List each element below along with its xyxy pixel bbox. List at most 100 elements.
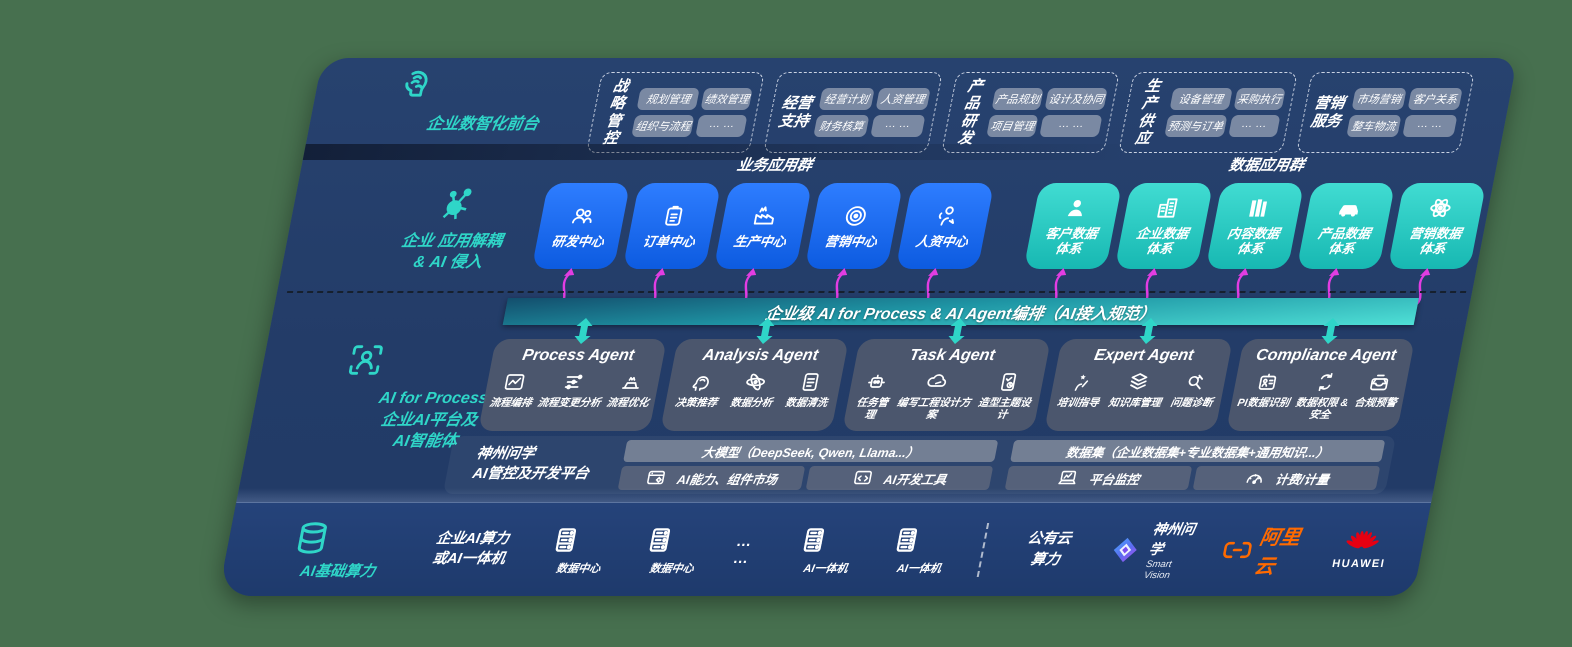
business-group-title: 业务应用群	[735, 157, 814, 174]
front-office-band: 企业数智化前台 战略 管控 规划管理 绩效管理 组织与流程 … … 经营 支持 …	[304, 58, 1517, 153]
app-customer-data: 客户数据 体系	[1023, 183, 1123, 269]
dataset-group: 数据集（企业数据集+专业数据集+通用知识...） 平台监控 计费/计量	[1004, 440, 1386, 490]
target-icon	[845, 205, 866, 226]
tablet-check-icon	[1000, 373, 1017, 391]
chip: 市场营销	[1351, 88, 1407, 110]
team-icon	[572, 208, 592, 223]
factory-icon	[753, 205, 775, 225]
books-icon	[1249, 199, 1268, 217]
laptop-chart-icon	[1058, 470, 1077, 485]
chip: … …	[869, 115, 926, 137]
group-supply: 生产 供应 设备管理 采购执行 预测与订单 … …	[1118, 72, 1298, 153]
billing-cell: 计费/计量	[1192, 466, 1381, 490]
car-icon	[1338, 205, 1358, 217]
decoupling-band: 企业 应用解耦 & AI 侵入 业务应用群 研发中心 订单中心	[277, 154, 1499, 308]
vendor-huawei: HUAWEI	[1331, 530, 1392, 570]
aliyun-logo	[1223, 541, 1252, 558]
double-arrow-icon	[948, 318, 966, 344]
dev-platform-title: 神州问学 AI管控及开发平台	[471, 446, 591, 482]
atom-icon	[1430, 198, 1451, 218]
devtools-icon	[854, 470, 873, 485]
chip: 产品规划	[991, 88, 1044, 110]
server-icon	[556, 527, 577, 552]
atom-icon	[745, 373, 765, 391]
compliance-agent-box: Compliance Agent PI数据识别 数据权限 & 安全 合规预警	[1225, 318, 1415, 431]
app-production-center: 生产中心	[713, 183, 813, 269]
compute-title: AI基础算力	[298, 562, 377, 580]
decoupling-label: 企业 应用解耦 & AI 侵入	[341, 184, 568, 274]
cloud-edit-icon	[927, 374, 947, 387]
database-icon	[297, 521, 327, 554]
decoupling-title: 企业 应用解耦 & AI 侵入	[400, 233, 504, 271]
chip: 项目管理	[986, 115, 1039, 137]
server-icon	[896, 527, 918, 552]
flow-sliders-icon	[564, 374, 583, 390]
group-marketing: 营销 服务 市场营销 客户关系 整车物流 … …	[1295, 72, 1475, 153]
app-content-data: 内容数据 体系	[1205, 183, 1305, 269]
double-arrow-icon	[1139, 318, 1158, 344]
chip: 组织与流程	[631, 115, 695, 137]
market-icon	[647, 470, 666, 485]
inbox-alert-icon	[1370, 374, 1389, 391]
ai-devtools-cell: AI开发工具	[805, 466, 994, 490]
band-separator	[236, 488, 1434, 502]
scan-person-icon	[348, 345, 383, 375]
hr-icon	[938, 205, 955, 226]
dashed-separator	[286, 291, 1467, 293]
data-app-group: 数据应用群 客户数据 体系 企业数据 体系	[1023, 154, 1492, 308]
conveyor-icon	[622, 376, 639, 389]
process-agent-box: Process Agent 流程编排 流程变更分析 流程优化	[478, 318, 668, 431]
app-order-center: 订单中心	[622, 183, 722, 269]
server-icon	[649, 527, 670, 552]
molecule-icon	[442, 188, 472, 220]
gauge-icon	[1246, 474, 1262, 485]
front-office-groups: 战略 管控 规划管理 绩效管理 组织与流程 … … 经营 支持 经营计划 人资管…	[586, 72, 1475, 153]
shield-sync-icon	[1319, 372, 1333, 392]
datacenter-node: 数据中心	[637, 524, 714, 576]
chip: … …	[1227, 115, 1281, 137]
training-icon	[1075, 374, 1089, 391]
server-icon	[803, 527, 824, 552]
vendor-szwx: 神州问学 Smart Vision	[1104, 519, 1202, 581]
chip: 客户关系	[1407, 88, 1463, 110]
ellipsis: … …	[731, 532, 756, 567]
double-arrow-icon	[756, 318, 775, 344]
chip: … …	[1402, 115, 1458, 137]
ai-appliance-node: AI一体机	[884, 524, 961, 576]
chip: … …	[695, 115, 748, 137]
architecture-panel: 企业数智化前台 战略 管控 规划管理 绩效管理 组织与流程 … … 经营 支持 …	[218, 58, 1518, 596]
app-rd-center: 研发中心	[531, 183, 631, 269]
layers-icon	[1130, 373, 1148, 390]
app-marketing-center: 营销中心	[804, 183, 904, 269]
group-product: 产品 研发 产品规划 设计及协同 项目管理 … …	[940, 72, 1121, 153]
group-operation: 经营 支持 经营计划 人资管理 财务核算 … …	[763, 72, 943, 153]
ai-market-cell: AI能力、组件市场	[617, 466, 806, 490]
building-icon	[1157, 198, 1178, 218]
doc-lines-icon	[802, 373, 819, 391]
compute-label: AI基础算力	[285, 519, 399, 581]
front-office-label: 企业数智化前台	[386, 66, 589, 134]
chip: 设备管理	[1169, 88, 1233, 110]
huawei-logo	[1347, 530, 1380, 548]
brain-head-icon	[405, 70, 428, 97]
double-arrow-icon	[574, 318, 593, 344]
agents-row: Process Agent 流程编排 流程变更分析 流程优化 Analysis …	[478, 318, 1415, 431]
chip: 经营计划	[818, 88, 875, 110]
front-office-title: 企业数智化前台	[424, 116, 541, 133]
business-app-group: 业务应用群 研发中心 订单中心	[531, 154, 1000, 308]
model-header: 大模型（DeepSeek, Qwen, Llama...）	[623, 440, 999, 462]
vendor-aliyun: 阿里云	[1217, 521, 1315, 579]
dev-platform-band: 神州问学 AI管控及开发平台 大模型（DeepSeek, Qwen, Llama…	[442, 436, 1397, 494]
app-hr-center: 人资中心	[895, 183, 995, 269]
analysis-agent-box: Analysis Agent 决策推荐 数据分析 数据清洗	[660, 318, 850, 431]
chip: 绩效管理	[700, 88, 754, 110]
id-card-icon	[1258, 373, 1277, 390]
chip: 采购执行	[1233, 88, 1286, 110]
chip: 财务核算	[813, 115, 870, 137]
datacenter-node: 数据中心	[543, 524, 620, 576]
person-icon	[1067, 200, 1082, 217]
dataset-header: 数据集（企业数据集+专业数据集+通用知识...）	[1010, 440, 1386, 462]
chip: 设计及协同	[1044, 88, 1108, 110]
expert-agent-box: Expert Agent 培训指导 知识库管理 问题诊断	[1043, 318, 1233, 431]
dashed-divider	[976, 522, 990, 577]
